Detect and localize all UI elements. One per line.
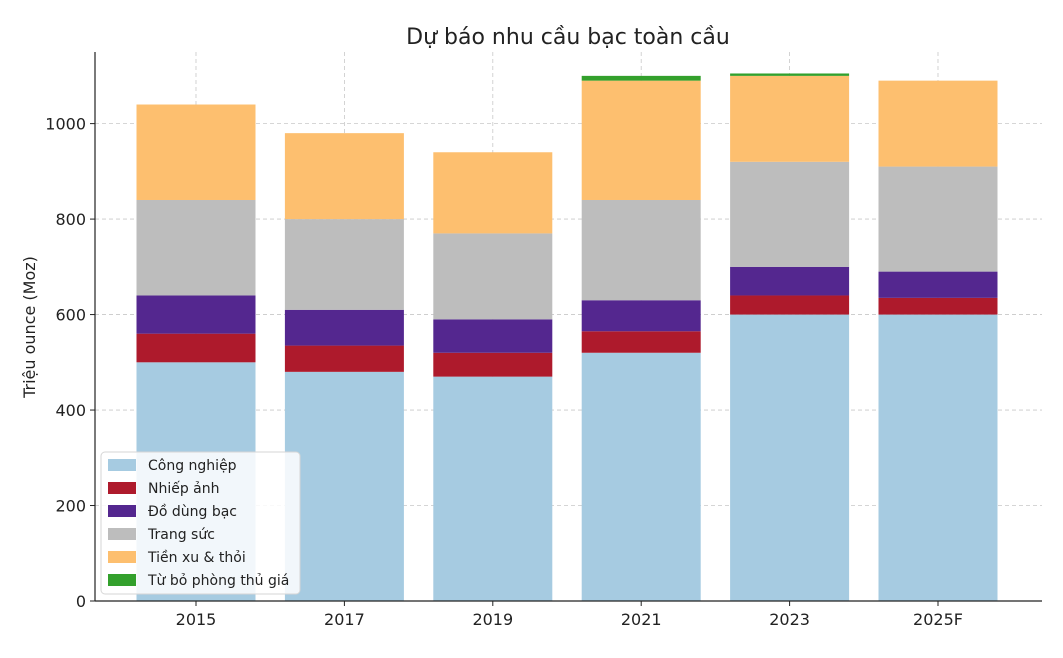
legend-label: Từ bỏ phòng thủ giá (147, 573, 289, 589)
bar-segment (284, 345, 404, 372)
y-tick-label: 600 (55, 306, 86, 325)
bar-segment (878, 166, 998, 272)
legend-swatch (108, 551, 136, 563)
legend-box (100, 451, 301, 595)
bar-segment (284, 133, 404, 220)
bar-segment (581, 80, 701, 200)
legend-swatch (108, 482, 136, 494)
legend-swatch (108, 505, 136, 517)
bar-segment (581, 75, 701, 81)
bar-segment (878, 80, 998, 167)
bar-segment (433, 376, 553, 601)
bar-segment (136, 295, 256, 334)
bar-segment (730, 73, 850, 76)
bar-segment (730, 161, 850, 267)
bar-segment (581, 331, 701, 353)
legend-swatch (108, 528, 136, 540)
axes-layer: 0 200 400 600 800 1000 2015 2017 2019 2021 2023 202… (45, 52, 1042, 629)
bar-segment (878, 297, 998, 315)
chart-title: Dự báo nhu cầu bạc toàn cầu (406, 25, 730, 50)
bar-segment (730, 314, 850, 601)
x-tick-label: 2023 (769, 610, 810, 629)
bar-segment (433, 152, 553, 234)
y-tick-label: 0 (76, 592, 86, 611)
bar-segment (878, 271, 998, 298)
x-tick-label: 2021 (621, 610, 662, 629)
y-tick-label: 1000 (45, 115, 86, 134)
bar-segment (433, 233, 553, 320)
legend-label: Đồ dùng bạc (148, 503, 237, 520)
x-tick-label: 2025F (913, 610, 963, 629)
x-tick-label: 2015 (176, 610, 217, 629)
bar-segment (581, 352, 701, 601)
y-tick-label: 800 (55, 210, 86, 229)
bar-segment (433, 352, 553, 377)
bar-segment (878, 314, 998, 601)
bar-segment (730, 266, 850, 296)
y-tick-label: 400 (55, 401, 86, 420)
y-axis-label: Triệu ounce (Moz) (20, 256, 39, 399)
x-tick-label: 2019 (472, 610, 513, 629)
bar-segment (730, 75, 850, 162)
y-tick-label: 200 (55, 497, 86, 516)
bar-segment (136, 333, 256, 363)
bars-layer (136, 73, 998, 601)
x-tick-label: 2017 (324, 610, 365, 629)
legend-label: Công nghiệp (148, 458, 237, 474)
bar-segment (136, 104, 256, 200)
bar-segment (581, 300, 701, 332)
legend-swatch (108, 574, 136, 586)
bar-segment (136, 199, 256, 296)
bar-segment (433, 319, 553, 353)
bar-segment (581, 199, 701, 301)
legend-swatch (108, 459, 136, 471)
legend-label: Tiền xu & thỏi (147, 549, 246, 566)
bar-segment (284, 219, 404, 310)
bar-segment (284, 309, 404, 346)
legend: Công nghiệp Nhiếp ảnh Đồ dùng bạc Trang sức… (100, 451, 301, 595)
bar-segment (730, 295, 850, 315)
legend-label: Nhiếp ảnh (148, 480, 220, 497)
bar-segment (284, 371, 404, 601)
legend-label: Trang sức (147, 527, 215, 543)
